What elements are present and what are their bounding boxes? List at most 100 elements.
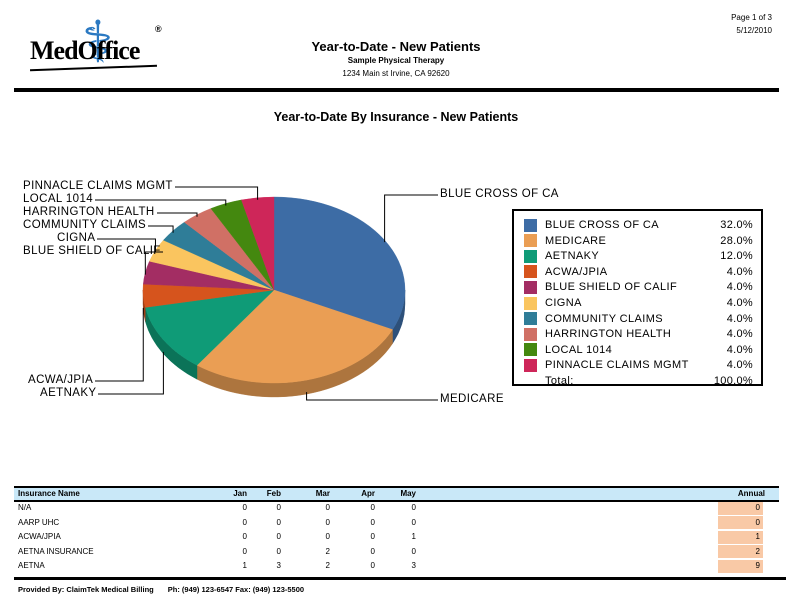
report-date: 5/12/2010 <box>736 26 772 35</box>
leader-line-community-claims <box>148 225 174 233</box>
cell-aarp-uhc-may: 0 <box>411 517 416 527</box>
cell-aarp-uhc-apr: 0 <box>370 517 375 527</box>
cell-acwa-jpia-feb: 0 <box>276 532 281 541</box>
annual-cell-aetna: 9 <box>718 559 763 573</box>
legend-label: HARRINGTON HEALTH <box>545 328 672 341</box>
legend-label: AETNAKY <box>545 250 600 263</box>
cell-aetna-may: 3 <box>411 561 416 570</box>
legend-label: MEDICARE <box>545 234 607 247</box>
pie-label-medicare: MEDICARE <box>440 393 504 405</box>
column-header-annual: Annual <box>737 489 765 498</box>
chart-title: Year-to-Date By Insurance - New Patients <box>273 110 519 124</box>
cell-aetna-insurance-feb: 0 <box>276 546 281 556</box>
cell-acwa-jpia-mar: 0 <box>325 532 330 541</box>
legend-row-aetnaky: AETNAKY 12.0% <box>524 249 753 263</box>
legend-label: BLUE CROSS OF CA <box>545 219 659 231</box>
annual-cell-aarp-uhc: 0 <box>718 516 763 529</box>
annual-cell-aetna-insurance: 2 <box>718 545 763 558</box>
leader-line-medicare <box>306 392 438 401</box>
pie-slice-medicare <box>196 289 393 384</box>
leader-line-blue-shield-of-calif <box>144 251 163 275</box>
row-name-acwa-jpia: ACWA/JPIA <box>18 532 61 541</box>
annual-cell-acwa-jpia: 1 <box>718 530 763 544</box>
legend-swatch-blue-cross-of-ca <box>524 218 537 232</box>
legend-row-blue-cross-of-ca: BLUE CROSS OF CA 32.0% <box>524 218 753 232</box>
cell-n-a-feb: 0 <box>276 503 281 512</box>
legend-percent: 12.0% <box>720 250 753 263</box>
legend-swatch-community-claims <box>524 312 537 326</box>
row-name-aetna-insurance: AETNA INSURANCE <box>18 546 94 556</box>
legend-row-blue-shield-of-calif: BLUE SHIELD OF CALIF 4.0% <box>524 280 753 294</box>
pie-slice-aetnaky <box>145 289 275 366</box>
cell-acwa-jpia-may: 1 <box>411 532 416 541</box>
column-header-jan: Jan <box>233 489 247 498</box>
report-title: Year-to-Date - New Patients <box>311 39 481 54</box>
column-header-feb: Feb <box>266 489 281 498</box>
registered-mark: ® <box>155 24 162 34</box>
cell-n-a-apr: 0 <box>370 503 375 512</box>
logo-text: MedOffice <box>30 36 140 65</box>
legend-total-label: Total: <box>545 375 574 387</box>
legend-swatch-blue-shield-of-calif <box>524 280 537 294</box>
legend-percent: 28.0% <box>720 234 753 247</box>
legend-percent: 4.0% <box>726 343 753 356</box>
leader-line-acwa-jpia <box>95 307 144 382</box>
pie-label-aetnaky: AETNAKY <box>40 387 97 399</box>
cell-aetna-insurance-apr: 0 <box>370 546 375 556</box>
pie-label-harrington-health: HARRINGTON HEALTH <box>23 206 155 218</box>
cell-aetna-mar: 2 <box>325 561 330 570</box>
column-header-may: May <box>400 489 416 498</box>
legend-label: BLUE SHIELD OF CALIF <box>545 281 678 294</box>
cell-aetna-insurance-jan: 0 <box>242 546 247 556</box>
footer-provided-by: Provided By: ClaimTek Medical Billing <box>18 585 154 594</box>
legend-label: PINNACLE CLAIMS MGMT <box>545 359 689 372</box>
practice-name: Sample Physical Therapy <box>347 56 445 65</box>
legend-swatch-medicare <box>524 234 537 248</box>
leader-line-cigna <box>97 238 156 253</box>
cell-aetna-insurance-may: 0 <box>411 546 416 556</box>
legend-swatch-local-1014 <box>524 343 537 357</box>
pie-label-blue-cross-of-ca: BLUE CROSS OF CA <box>440 188 559 200</box>
legend-swatch-aetnaky <box>524 249 537 263</box>
cell-acwa-jpia-jan: 0 <box>242 532 247 541</box>
legend-swatch-cigna <box>524 296 537 310</box>
pie-label-pinnacle-claims-mgmt: PINNACLE CLAIMS MGMT <box>23 180 173 192</box>
table-header-rule <box>14 500 779 502</box>
legend-total-row: Total: 100.0% <box>524 374 753 388</box>
cell-aarp-uhc-mar: 0 <box>325 517 330 527</box>
practice-address: 1234 Main st Irvine, CA 92620 <box>342 69 450 78</box>
chart-legend: BLUE CROSS OF CA 32.0% MEDICARE 28.0% AETNAK… <box>512 209 763 388</box>
column-header-mar: Mar <box>315 489 330 498</box>
legend-row-medicare: MEDICARE 28.0% <box>524 234 753 248</box>
annual-cell-n-a: 0 <box>718 501 763 515</box>
table-top-rule <box>14 486 779 488</box>
leader-line-aetnaky <box>98 351 164 395</box>
leader-line-harrington-health <box>157 212 198 217</box>
cell-aarp-uhc-feb: 0 <box>276 517 281 527</box>
medoffice-logo: ⚕ MedOffice ® <box>30 14 162 82</box>
legend-row-acwa-jpia: ACWA/JPIA 4.0% <box>524 265 753 279</box>
header-rule <box>14 88 779 92</box>
footer-phone-fax: Ph: (949) 123-6547 Fax: (949) 123-5500 <box>167 585 305 594</box>
row-name-aarp-uhc: AARP UHC <box>18 517 60 527</box>
legend-row-community-claims: COMMUNITY CLAIMS 4.0% <box>524 312 753 326</box>
cell-n-a-mar: 0 <box>325 503 330 512</box>
cell-aetna-feb: 3 <box>276 561 281 570</box>
legend-percent: 4.0% <box>726 297 753 309</box>
pie-label-community-claims: COMMUNITY CLAIMS <box>23 219 147 231</box>
leader-line-pinnacle-claims-mgmt <box>175 186 259 200</box>
pie-label-acwa-jpia: ACWA/JPIA <box>28 374 94 386</box>
row-name-aetna: AETNA <box>18 561 45 570</box>
cell-aetna-insurance-mar: 2 <box>325 546 330 556</box>
legend-row-cigna: CIGNA 4.0% <box>524 296 753 310</box>
legend-percent: 32.0% <box>720 219 753 231</box>
column-header-apr: Apr <box>361 489 375 498</box>
pie-label-cigna: CIGNA <box>57 232 96 244</box>
cell-n-a-may: 0 <box>411 503 416 512</box>
legend-percent: 4.0% <box>726 265 753 278</box>
cell-aetna-apr: 0 <box>370 561 375 570</box>
legend-label: CIGNA <box>545 297 582 309</box>
legend-percent: 4.0% <box>726 281 753 294</box>
legend-percent: 4.0% <box>726 359 753 372</box>
